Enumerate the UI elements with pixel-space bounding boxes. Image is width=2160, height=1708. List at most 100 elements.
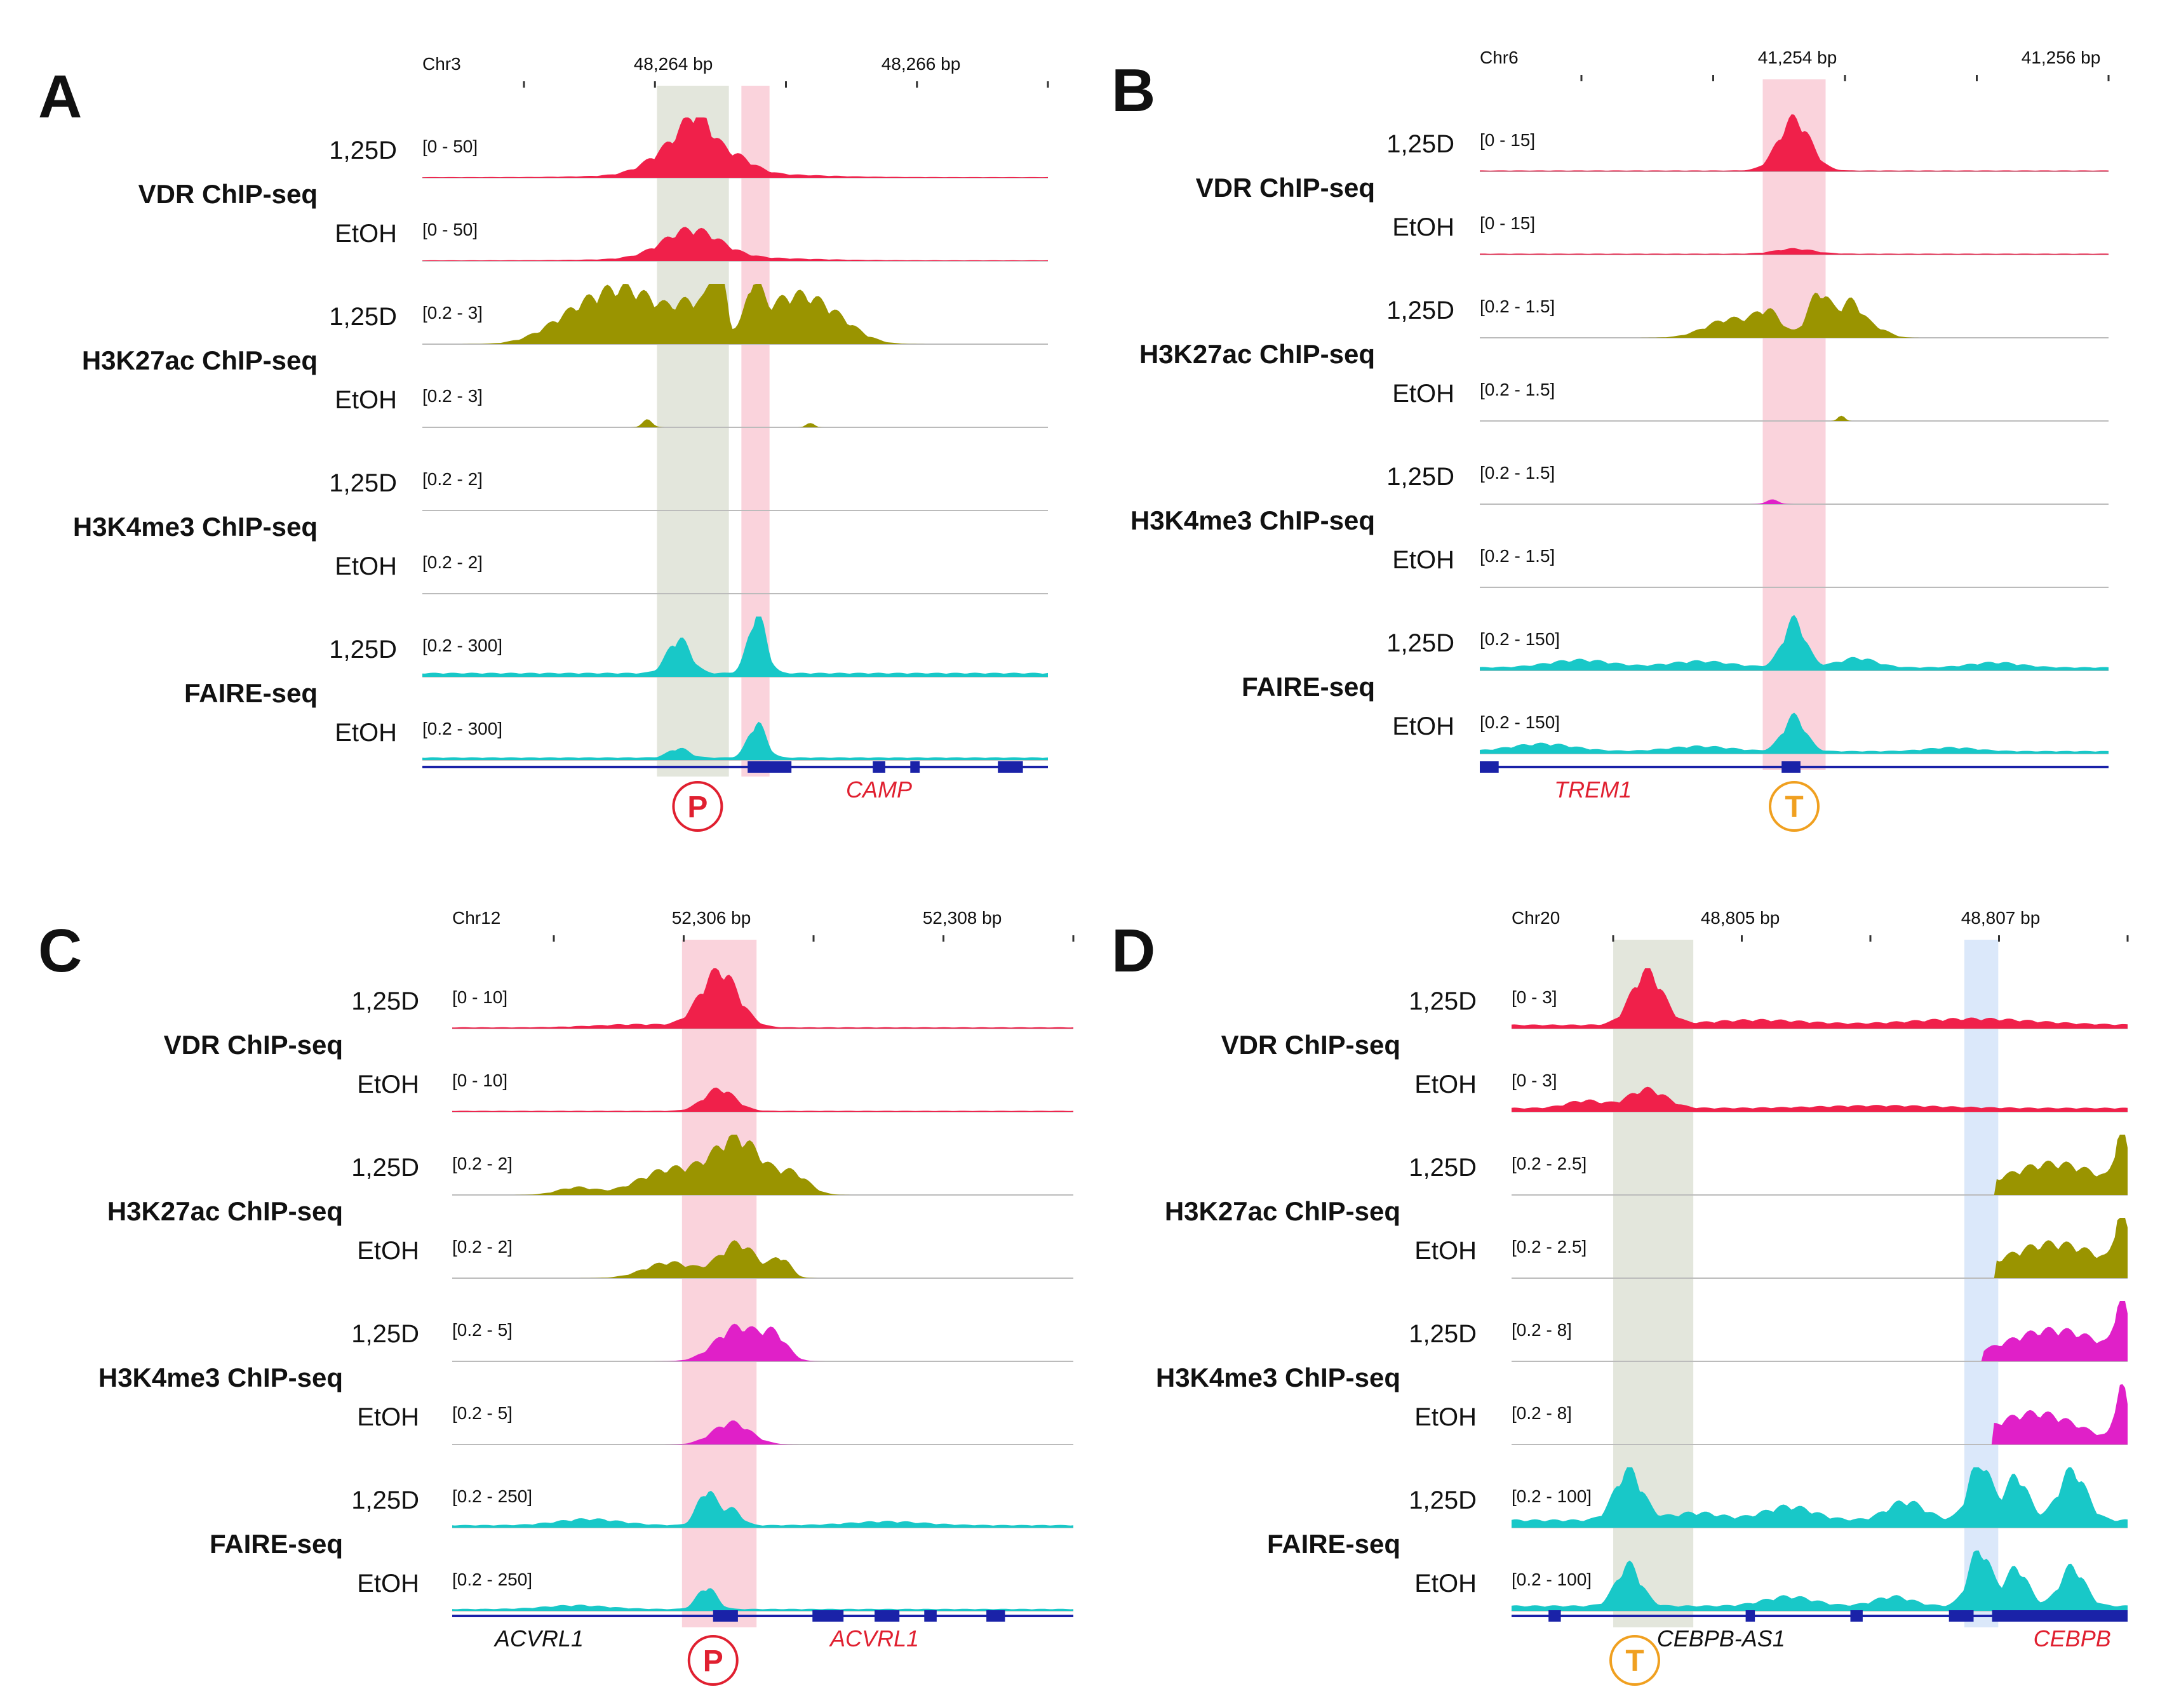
element-marker-circle <box>687 1635 739 1686</box>
range-label: [0.2 - 150] <box>1480 712 1560 732</box>
range-label: [0.2 - 3] <box>422 303 483 323</box>
condition-label: EtOH <box>357 1403 419 1431</box>
condition-label: EtOH <box>357 1071 419 1098</box>
signal-area-vdr-125d <box>1512 968 2128 1029</box>
ruler-tick-label: 48,264 bp <box>634 54 713 74</box>
exon-block <box>1548 1610 1561 1622</box>
assay-label: H3K4me3 ChIP-seq <box>1156 1363 1400 1392</box>
element-marker-letter: T <box>1785 791 1803 824</box>
signal-area-h3k27ac-125d <box>1512 1135 2128 1195</box>
panel-a: A Chr3 48,264 bp 48,266 bp 1,25D [0 - 50] VDR … <box>38 54 1049 832</box>
panel-d: D Chr20 48,805 bp 48,807 bp 1,25D [0 - 3] VDR … <box>1111 908 2129 1686</box>
exon-block <box>924 1610 937 1622</box>
signal-area-vdr-125d <box>1480 114 2109 171</box>
signal-area-h3k27ac-etoh <box>452 1240 1073 1278</box>
exon-block <box>1781 761 1801 773</box>
chromosome-label: Chr20 <box>1512 908 1560 928</box>
assay-label: FAIRE-seq <box>184 678 318 708</box>
range-label: [0 - 50] <box>422 137 478 156</box>
ruler-tick-label: 52,308 bp <box>923 908 1002 928</box>
condition-label: 1,25D <box>329 469 397 497</box>
range-label: [0 - 15] <box>1480 130 1535 150</box>
exon-block <box>875 1610 900 1622</box>
ruler-tick-label: 41,256 bp <box>2022 48 2101 67</box>
exon-block <box>1480 761 1499 773</box>
assay-label: VDR ChIP-seq <box>1196 173 1375 203</box>
chromosome-label: Chr12 <box>452 908 500 928</box>
range-label: [0.2 - 2] <box>422 469 483 489</box>
range-label: [0.2 - 8] <box>1512 1403 1572 1423</box>
condition-label: EtOH <box>1414 1403 1477 1431</box>
exon-block <box>1745 1610 1755 1622</box>
assay-label: FAIRE-seq <box>210 1529 343 1559</box>
range-label: [0 - 3] <box>1512 1071 1557 1090</box>
exon-block <box>986 1610 1005 1622</box>
condition-label: 1,25D <box>1386 130 1454 158</box>
assay-label: H3K4me3 ChIP-seq <box>98 1363 343 1392</box>
condition-label: 1,25D <box>1386 463 1454 491</box>
condition-label: EtOH <box>1392 213 1454 241</box>
condition-label: EtOH <box>335 220 397 248</box>
exon-block <box>1992 1610 2128 1622</box>
gene-name-label: ACVRL1 <box>493 1625 584 1651</box>
signal-area-h3k4me3-125d <box>452 1323 1073 1361</box>
gene-name-label: TREM1 <box>1554 777 1632 803</box>
range-label: [0.2 - 1.5] <box>1480 546 1555 566</box>
chromosome-label: Chr3 <box>422 54 461 74</box>
signal-area-faire-seq-125d <box>1512 1467 2128 1528</box>
signal-area-h3k27ac-125d <box>422 284 1048 344</box>
range-label: [0.2 - 3] <box>422 386 483 406</box>
assay-label: H3K4me3 ChIP-seq <box>73 512 318 542</box>
range-label: [0.2 - 100] <box>1512 1486 1592 1506</box>
signal-area-faire-seq-etoh <box>422 721 1048 760</box>
exon-block <box>812 1610 844 1622</box>
assay-label: FAIRE-seq <box>1267 1529 1400 1559</box>
signal-area-h3k27ac-etoh <box>422 419 1048 427</box>
chromosome-label: Chr6 <box>1480 48 1519 67</box>
signal-area-vdr-etoh <box>422 227 1048 261</box>
condition-label: EtOH <box>1414 1071 1477 1098</box>
range-label: [0 - 3] <box>1512 987 1557 1007</box>
exon-block <box>1850 1610 1863 1622</box>
condition-label: 1,25D <box>1409 1486 1477 1514</box>
element-marker-circle <box>1609 1635 1660 1686</box>
range-label: [0.2 - 250] <box>452 1570 532 1589</box>
panel-c: C Chr12 52,306 bp 52,308 bp 1,25D [0 - 10] VDR… <box>38 908 1075 1686</box>
signal-area-h3k4me3-etoh <box>452 1420 1073 1444</box>
element-marker-letter: T <box>1625 1645 1644 1678</box>
gene-name-label: CEBPB <box>2034 1625 2111 1651</box>
condition-label: 1,25D <box>1409 987 1477 1015</box>
element-marker-circle <box>672 781 723 832</box>
range-label: [0 - 15] <box>1480 213 1535 233</box>
ruler-tick-label: 52,306 bp <box>672 908 751 928</box>
range-label: [0.2 - 5] <box>452 1403 513 1423</box>
assay-label: FAIRE-seq <box>1242 672 1375 702</box>
assay-label: H3K27ac ChIP-seq <box>1165 1196 1400 1226</box>
signal-area-faire-seq-etoh <box>1480 712 2109 754</box>
signal-area-vdr-125d <box>422 117 1048 178</box>
element-marker-letter: P <box>687 791 708 824</box>
range-label: [0.2 - 2] <box>452 1237 513 1257</box>
signal-area-h3k4me3-125d <box>1512 1301 2128 1361</box>
condition-label: 1,25D <box>329 137 397 164</box>
signal-area-faire-seq-etoh <box>452 1588 1073 1611</box>
exon-block <box>910 761 920 773</box>
signal-area-faire-seq-125d <box>452 1490 1073 1528</box>
exon-block <box>998 761 1023 773</box>
condition-label: 1,25D <box>1409 1320 1477 1348</box>
range-label: [0.2 - 8] <box>1512 1320 1572 1340</box>
range-label: [0.2 - 1.5] <box>1480 297 1555 316</box>
range-label: [0.2 - 1.5] <box>1480 463 1555 483</box>
gene-name-label: CEBPB-AS1 <box>1657 1625 1785 1651</box>
condition-label: EtOH <box>357 1237 419 1265</box>
ruler-tick-label: 41,254 bp <box>1758 48 1837 67</box>
range-label: [0.2 - 150] <box>1480 629 1560 649</box>
condition-label: 1,25D <box>329 636 397 664</box>
range-label: [0.2 - 2.5] <box>1512 1237 1586 1257</box>
assay-label: H3K4me3 ChIP-seq <box>1130 505 1375 535</box>
exon-block <box>748 761 792 773</box>
range-label: [0.2 - 2.5] <box>1512 1154 1586 1173</box>
range-label: [0.2 - 300] <box>422 636 502 655</box>
condition-label: EtOH <box>1392 712 1454 740</box>
